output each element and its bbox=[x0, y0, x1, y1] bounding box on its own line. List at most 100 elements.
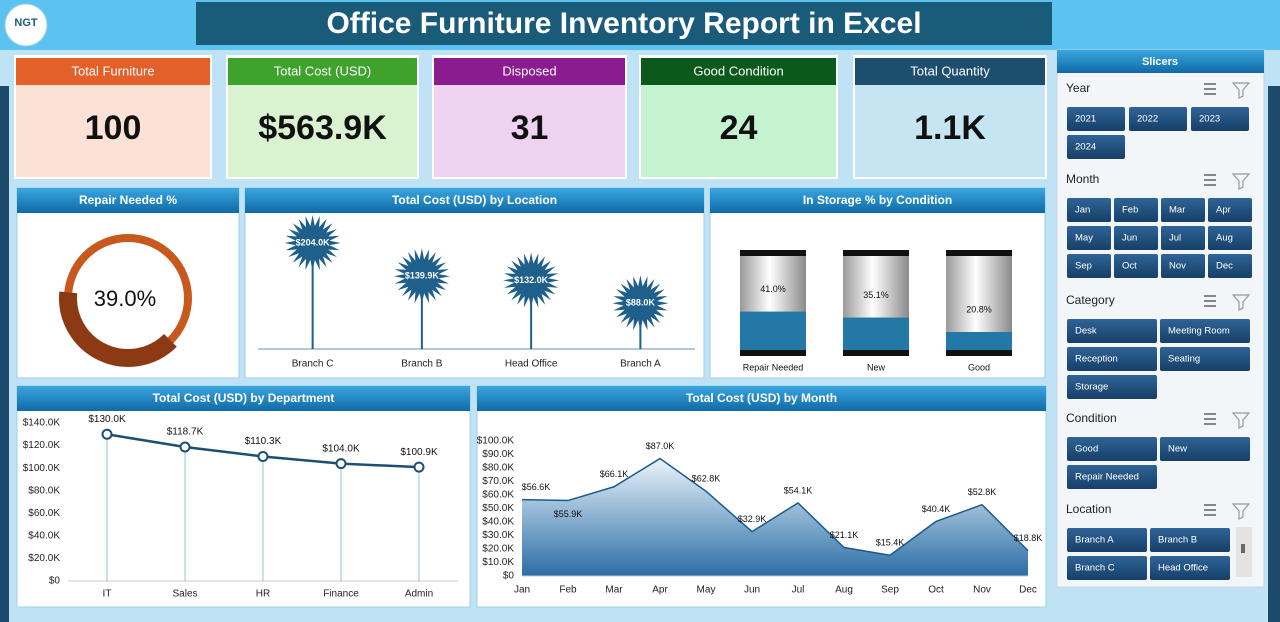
slicer-button[interactable] bbox=[1114, 226, 1158, 250]
chart-panel: Repair Needed % 39.0% bbox=[16, 187, 240, 379]
chart-panel: Total Cost (USD) by Month $0 $10.0K $20.0K $… bbox=[476, 385, 1047, 608]
slicer-button[interactable] bbox=[1160, 347, 1250, 371]
chart-title: In Storage % by Condition bbox=[803, 193, 952, 207]
value-label: $118.7K bbox=[167, 427, 204, 438]
clear-filter-icon[interactable] bbox=[1231, 503, 1251, 520]
slicer-button[interactable] bbox=[1208, 198, 1252, 222]
slicer-button[interactable] bbox=[1067, 226, 1111, 250]
slicer-button[interactable] bbox=[1067, 135, 1125, 159]
slicer-button[interactable] bbox=[1114, 254, 1158, 278]
slicer-button[interactable] bbox=[1191, 107, 1249, 131]
panel-header bbox=[17, 386, 470, 411]
slicer-button[interactable] bbox=[1067, 375, 1157, 399]
slicer-button[interactable] bbox=[1067, 347, 1157, 371]
slicer-button-label[interactable]: 2024 bbox=[1075, 142, 1096, 153]
slicer-group-title: Month bbox=[1066, 172, 1099, 186]
slicer-button-label[interactable]: May bbox=[1075, 233, 1093, 244]
slicer-button-label[interactable]: New bbox=[1168, 444, 1187, 455]
slicer-button[interactable] bbox=[1067, 254, 1111, 278]
kpi-row: Total Furniture 100 Total Cost (USD) $563.9… bbox=[14, 55, 1047, 179]
point bbox=[101, 428, 113, 440]
y-tick-label: $40.0K bbox=[482, 517, 514, 528]
slicer-button-label[interactable]: Meeting Room bbox=[1168, 326, 1230, 337]
panel-bg bbox=[16, 187, 240, 379]
y-tick-label: $10.0K bbox=[482, 557, 514, 568]
slicer-button-label[interactable]: Good bbox=[1075, 444, 1098, 455]
multi-select-icon[interactable] bbox=[1204, 413, 1216, 425]
cylinder-fill bbox=[843, 317, 909, 353]
slicer-button-label[interactable]: Reception bbox=[1075, 354, 1118, 365]
left-band bbox=[0, 86, 9, 622]
cylinder-rim bbox=[740, 250, 806, 256]
slicer-button[interactable] bbox=[1067, 556, 1147, 580]
slicer-button-label[interactable]: Jul bbox=[1169, 233, 1181, 244]
slicer-button-label[interactable]: Branch B bbox=[1158, 535, 1197, 546]
slicer-button-label[interactable]: Jan bbox=[1075, 205, 1090, 216]
multi-select-icon[interactable] bbox=[1204, 295, 1216, 307]
slicer-button[interactable] bbox=[1208, 226, 1252, 250]
x-tick-label: HR bbox=[256, 589, 270, 600]
multi-select-icon[interactable] bbox=[1204, 174, 1216, 186]
y-tick-label: $100.0K bbox=[477, 436, 515, 447]
slicer-button-label[interactable]: Seating bbox=[1168, 354, 1200, 365]
slicer-button-label[interactable]: Storage bbox=[1075, 382, 1108, 393]
slicer-button[interactable] bbox=[1208, 254, 1252, 278]
chart-panel: In Storage % by Condition 41.0% Repair Nee… bbox=[709, 187, 1046, 379]
slicer-button-label[interactable]: Branch A bbox=[1075, 535, 1114, 546]
slicer-button-label[interactable]: Repair Needed bbox=[1075, 472, 1139, 483]
x-tick-label: Jul bbox=[792, 585, 805, 596]
slicer-button-label[interactable]: Oct bbox=[1122, 261, 1137, 272]
slicer-button[interactable] bbox=[1067, 437, 1157, 461]
slicer-button[interactable] bbox=[1067, 465, 1157, 489]
slicer-button[interactable] bbox=[1067, 107, 1125, 131]
clear-filter-icon[interactable] bbox=[1231, 82, 1251, 99]
y-tick-label: $30.0K bbox=[482, 530, 514, 541]
slicer-button-label[interactable]: 2023 bbox=[1199, 114, 1220, 125]
right-band bbox=[1268, 86, 1280, 622]
slicer-button[interactable] bbox=[1150, 556, 1230, 580]
slicer-button[interactable] bbox=[1161, 226, 1205, 250]
kpi-value: $563.9K bbox=[258, 109, 387, 147]
slicer-button-label[interactable]: Jun bbox=[1122, 233, 1137, 244]
slicer-button[interactable] bbox=[1067, 198, 1111, 222]
slicer-button[interactable] bbox=[1067, 528, 1147, 552]
slicer-button[interactable] bbox=[1114, 198, 1158, 222]
slicer-button-label[interactable]: Nov bbox=[1169, 261, 1186, 272]
slicer-button[interactable] bbox=[1161, 254, 1205, 278]
slicer-group-title: Category bbox=[1066, 293, 1115, 307]
slicer-button-label[interactable]: Branch C bbox=[1075, 563, 1115, 574]
multi-select-icon[interactable] bbox=[1204, 83, 1216, 95]
multi-select-icon[interactable] bbox=[1204, 504, 1216, 516]
slicer-button-label[interactable]: Sep bbox=[1075, 261, 1092, 272]
charts: Repair Needed % 39.0% Total Cost (USD) by … bbox=[16, 187, 1047, 608]
value-label: $139.9K bbox=[405, 271, 440, 281]
slicer-button-label[interactable]: Mar bbox=[1169, 205, 1185, 216]
clear-filter-icon[interactable] bbox=[1231, 412, 1251, 429]
cylinder-fill bbox=[946, 331, 1012, 353]
slicer-group-title: Year bbox=[1066, 81, 1090, 95]
value-label: $21.1K bbox=[830, 530, 859, 540]
value-label: $204.0K bbox=[296, 237, 331, 247]
clear-filter-icon[interactable] bbox=[1231, 294, 1251, 311]
value-label: 35.1% bbox=[863, 290, 889, 300]
slicer-button-label[interactable]: Desk bbox=[1075, 326, 1097, 337]
slicer-button[interactable] bbox=[1161, 198, 1205, 222]
value-label: $15.4K bbox=[876, 538, 905, 548]
slicer-button-label[interactable]: 2022 bbox=[1137, 114, 1158, 125]
slicer-button-label[interactable]: Aug bbox=[1216, 233, 1233, 244]
slicer-button[interactable] bbox=[1129, 107, 1187, 131]
y-tick-label: $70.0K bbox=[482, 476, 514, 487]
slicer-button[interactable] bbox=[1160, 437, 1250, 461]
slicer-button-label[interactable]: Dec bbox=[1216, 261, 1233, 272]
slicer-button-label[interactable]: Head Office bbox=[1158, 563, 1208, 574]
slicer-button[interactable] bbox=[1067, 319, 1157, 343]
x-tick-label: Jan bbox=[514, 585, 530, 596]
slicer-button[interactable] bbox=[1160, 319, 1250, 343]
scroll-thumb[interactable] bbox=[1241, 544, 1245, 553]
slicer-button-label[interactable]: 2021 bbox=[1075, 114, 1096, 125]
slicer-button-label[interactable]: Feb bbox=[1122, 205, 1138, 216]
slicer-button[interactable] bbox=[1150, 528, 1230, 552]
clear-filter-icon[interactable] bbox=[1231, 173, 1251, 190]
slicer-button-label[interactable]: Apr bbox=[1216, 205, 1231, 216]
